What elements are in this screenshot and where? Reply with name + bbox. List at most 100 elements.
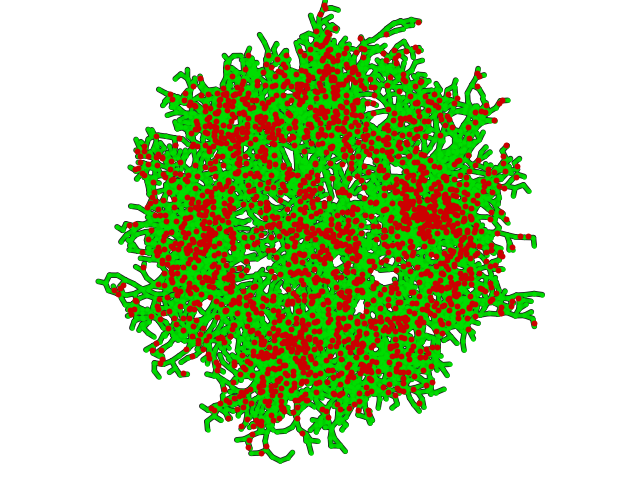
Point [411,192,421,200]
Point [192,244,202,252]
Point [178,257,188,264]
Point [386,221,396,229]
Point [482,175,492,183]
Point [325,259,335,266]
Point [308,372,319,380]
Point [233,173,243,181]
Point [461,180,471,188]
Point [191,270,201,277]
Point [282,77,292,84]
Point [275,402,285,409]
Point [435,138,445,145]
Point [276,132,286,139]
Point [264,209,275,217]
Point [239,89,249,96]
Point [213,134,223,142]
Point [260,348,270,356]
Point [392,204,402,212]
Point [202,140,212,148]
Point [423,214,433,221]
Point [410,99,420,107]
Point [273,352,283,360]
Point [314,203,324,211]
Point [366,381,376,388]
Point [200,98,210,106]
Point [327,323,337,330]
Point [292,310,302,318]
Point [203,285,213,293]
Point [343,344,353,351]
Point [201,204,211,211]
Point [354,214,364,221]
Point [219,88,229,96]
Point [219,224,229,232]
Point [307,197,317,204]
Point [431,352,442,360]
Point [455,132,465,139]
Point [196,346,207,354]
Point [338,88,348,96]
Point [379,190,389,197]
Point [168,263,178,271]
Point [225,234,235,242]
Point [352,113,362,121]
Point [460,266,470,274]
Point [101,278,111,286]
Point [275,69,285,76]
Point [292,259,302,267]
Point [348,248,358,255]
Point [316,90,326,98]
Point [259,306,269,314]
Point [298,325,308,333]
Point [342,262,353,270]
Point [483,180,493,187]
Point [262,177,272,185]
Point [383,243,394,251]
Point [401,326,411,334]
Point [228,321,239,329]
Point [456,246,467,254]
Point [357,275,367,283]
Point [295,256,305,264]
Point [408,204,418,212]
Point [421,301,431,309]
Point [273,313,283,321]
Point [360,199,371,207]
Point [214,194,224,202]
Point [301,430,311,437]
Point [398,287,408,295]
Point [307,48,317,56]
Point [420,380,430,388]
Point [176,204,186,212]
Point [324,354,335,361]
Point [359,84,369,92]
Point [438,210,449,217]
Point [179,272,189,279]
Point [339,60,349,67]
Point [394,144,404,152]
Point [348,346,358,354]
Point [221,109,232,117]
Point [376,349,386,357]
Point [275,328,285,336]
Point [200,314,210,322]
Point [207,228,217,236]
Point [349,322,359,329]
Point [230,332,240,339]
Point [127,324,137,332]
Point [424,360,435,368]
Point [445,333,456,340]
Point [226,361,236,369]
Point [368,144,378,151]
Point [304,333,314,341]
Point [322,296,332,304]
Point [417,330,427,338]
Point [380,180,390,188]
Point [294,83,305,90]
Point [134,144,145,152]
Point [264,165,274,172]
Point [408,258,418,265]
Point [268,141,278,148]
Point [392,90,402,97]
Point [140,174,150,181]
